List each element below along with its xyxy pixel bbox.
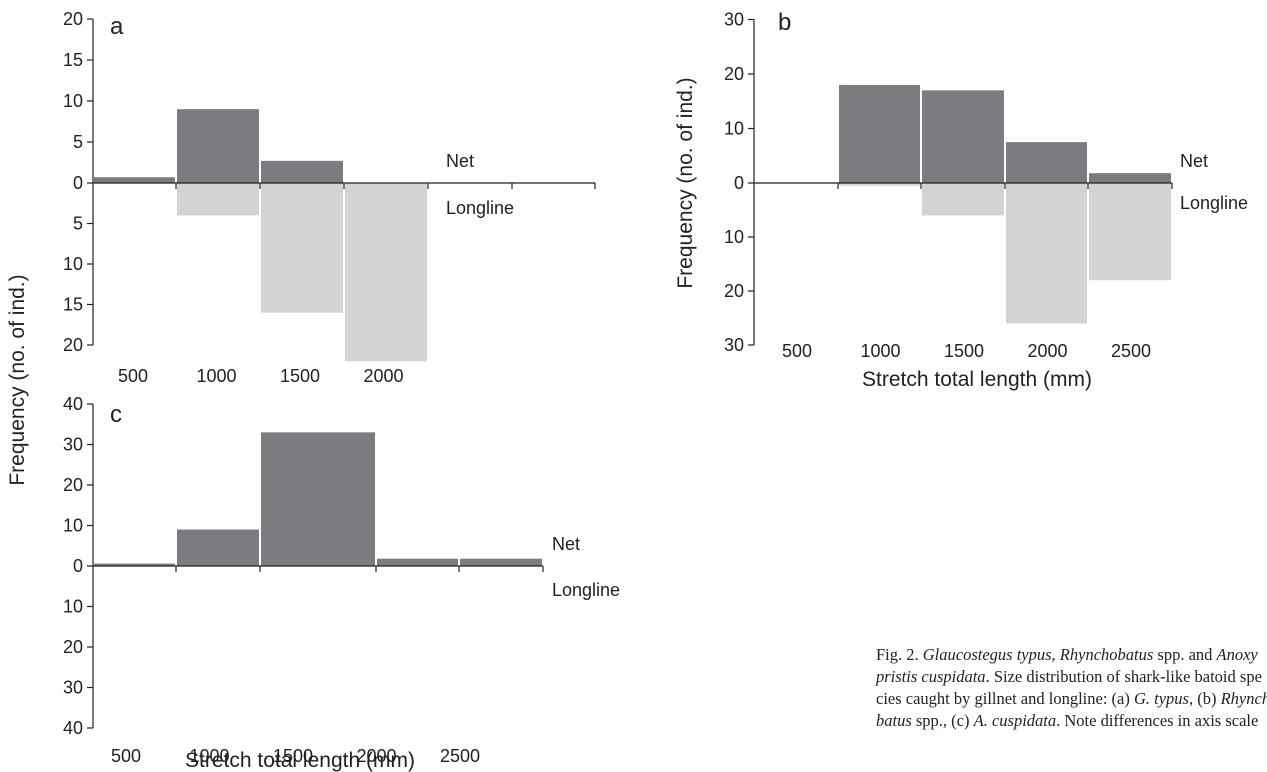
caption-text: , — [1051, 645, 1060, 664]
x-tick-label-1500: 1500 — [273, 746, 313, 766]
net-bar-1000 — [839, 84, 920, 183]
x-tick-label-500: 500 — [111, 746, 141, 766]
longline-bar-1000 — [177, 183, 259, 216]
y-tick-label: 10 — [63, 254, 83, 274]
series-label-net: Net — [1180, 151, 1208, 171]
x-tick-label-1000: 1000 — [860, 341, 900, 361]
caption-text: . Note differences in axis scale — [1056, 711, 1259, 730]
panel-letter: a — [110, 13, 124, 40]
y-tick-label: 0 — [73, 556, 83, 576]
y-axis-title-b: Frequency (no. of ind.) — [674, 77, 697, 288]
caption-text: batus — [876, 711, 912, 730]
net-bar-2000 — [377, 558, 458, 566]
y-tick-label: 30 — [63, 435, 83, 455]
y-tick-label: 0 — [73, 173, 83, 193]
y-tick-label: 10 — [63, 516, 83, 536]
y-tick-label: 5 — [73, 214, 83, 234]
caption-fig-label: Fig. 2. — [876, 645, 923, 664]
net-bar-1500 — [261, 432, 375, 566]
x-tick-label-1500: 1500 — [280, 366, 320, 386]
panel-b: 0 10 20 30 10 20 30 500 1000 1500 2000 2500 b Net Long… — [724, 9, 1248, 391]
y-tick-label: 15 — [63, 50, 83, 70]
y-axis-title-left: Frequency (no. of ind.) — [6, 274, 29, 485]
net-bar-1500 — [922, 90, 1004, 183]
caption-text: , (b) — [1188, 689, 1221, 708]
x-tick-label-500: 500 — [118, 366, 148, 386]
y-tick-label: 10 — [724, 227, 744, 247]
longline-bar-1000 — [839, 183, 920, 186]
caption-line: batus spp., (c) A. cuspidata. Note diffe… — [876, 710, 1267, 732]
panel-a: 0 5 10 15 20 5 10 15 20 500 1000 1500 2000 a Net Longli… — [63, 9, 596, 386]
net-bar-2500 — [1089, 173, 1171, 183]
y-tick-label: 10 — [63, 597, 83, 617]
net-bar-2500 — [460, 558, 542, 566]
x-tick-label-2500: 2500 — [440, 746, 480, 766]
caption-text: A. cuspidata — [973, 711, 1057, 730]
x-axis-title: Stretch total length (mm) — [862, 368, 1092, 391]
y-tick-label: 30 — [724, 335, 744, 355]
caption-text: Rhynchobatus — [1059, 645, 1154, 664]
y-tick-label: 40 — [63, 718, 83, 738]
panel-c: 0 10 20 30 40 10 20 30 40 500 1000 1500 2000 2500 c Net… — [63, 394, 620, 772]
caption-line: pristis cuspidata. Size distribution of … — [876, 666, 1267, 688]
series-label-longline: Longline — [446, 198, 514, 218]
net-bar-500 — [94, 563, 175, 566]
longline-bar-1500 — [261, 183, 343, 313]
net-bar-1500 — [261, 160, 343, 183]
y-tick-label: 10 — [63, 91, 83, 111]
caption-text: Glaucostegus typus — [922, 645, 1052, 664]
y-tick-label: 20 — [63, 9, 83, 29]
net-bar-1000 — [177, 529, 259, 566]
figure-caption: Fig. 2. Glaucostegus typus, Rhynchobatus… — [876, 644, 1267, 732]
longline-bar-2000 — [1006, 183, 1087, 324]
caption-line: Fig. 2. Glaucostegus typus, Rhynchobatus… — [876, 644, 1267, 666]
caption-text: pristis cuspidata — [876, 667, 986, 686]
caption-line: cies caught by gillnet and longline: (a)… — [876, 688, 1267, 710]
net-bar-1000 — [177, 109, 259, 183]
y-tick-label: 30 — [724, 10, 744, 30]
y-tick-label: 15 — [63, 295, 83, 315]
caption-text: Anoxy — [1216, 645, 1258, 664]
y-tick-label: 30 — [63, 678, 83, 698]
x-tick-label-1500: 1500 — [944, 341, 984, 361]
y-tick-label: 5 — [73, 132, 83, 152]
caption-text: . Size distribution of shark-like batoid… — [985, 667, 1262, 686]
panel-letter: b — [778, 9, 791, 36]
caption-text: spp., (c) — [911, 711, 974, 730]
caption-text: G. typus — [1133, 689, 1189, 708]
panel-letter: c — [110, 401, 122, 428]
series-label-net: Net — [446, 151, 474, 171]
caption-text: cies caught by gillnet and longline: (a) — [876, 689, 1134, 708]
x-tick-label-1000: 1000 — [189, 746, 229, 766]
net-bar-2000 — [1006, 142, 1087, 183]
y-tick-label: 20 — [724, 281, 744, 301]
x-tick-label-1000: 1000 — [196, 366, 236, 386]
x-tick-label-2000: 2000 — [1027, 341, 1067, 361]
x-tick-label-500: 500 — [782, 341, 812, 361]
x-tick-label-2500: 2500 — [1111, 341, 1151, 361]
caption-text: Rhyncho — [1220, 689, 1267, 708]
series-label-longline: Longline — [552, 580, 620, 600]
y-tick-label: 20 — [63, 637, 83, 657]
y-tick-label: 20 — [63, 475, 83, 495]
y-tick-label: 40 — [63, 394, 83, 414]
series-label-net: Net — [552, 534, 580, 554]
longline-bar-2500 — [1089, 183, 1171, 281]
longline-bar-2000 — [345, 183, 427, 362]
y-tick-label: 20 — [724, 64, 744, 84]
caption-text: spp. and — [1153, 645, 1217, 664]
x-axis-title: Stretch total length (mm) — [185, 749, 415, 772]
net-bar-500 — [94, 177, 175, 183]
x-tick-label-2000: 2000 — [356, 746, 396, 766]
y-tick-label: 0 — [734, 173, 744, 193]
y-tick-label: 20 — [63, 335, 83, 355]
x-tick-label-2000: 2000 — [363, 366, 403, 386]
series-label-longline: Longline — [1180, 193, 1248, 213]
longline-bar-1500 — [922, 183, 1004, 216]
y-tick-label: 10 — [724, 119, 744, 139]
